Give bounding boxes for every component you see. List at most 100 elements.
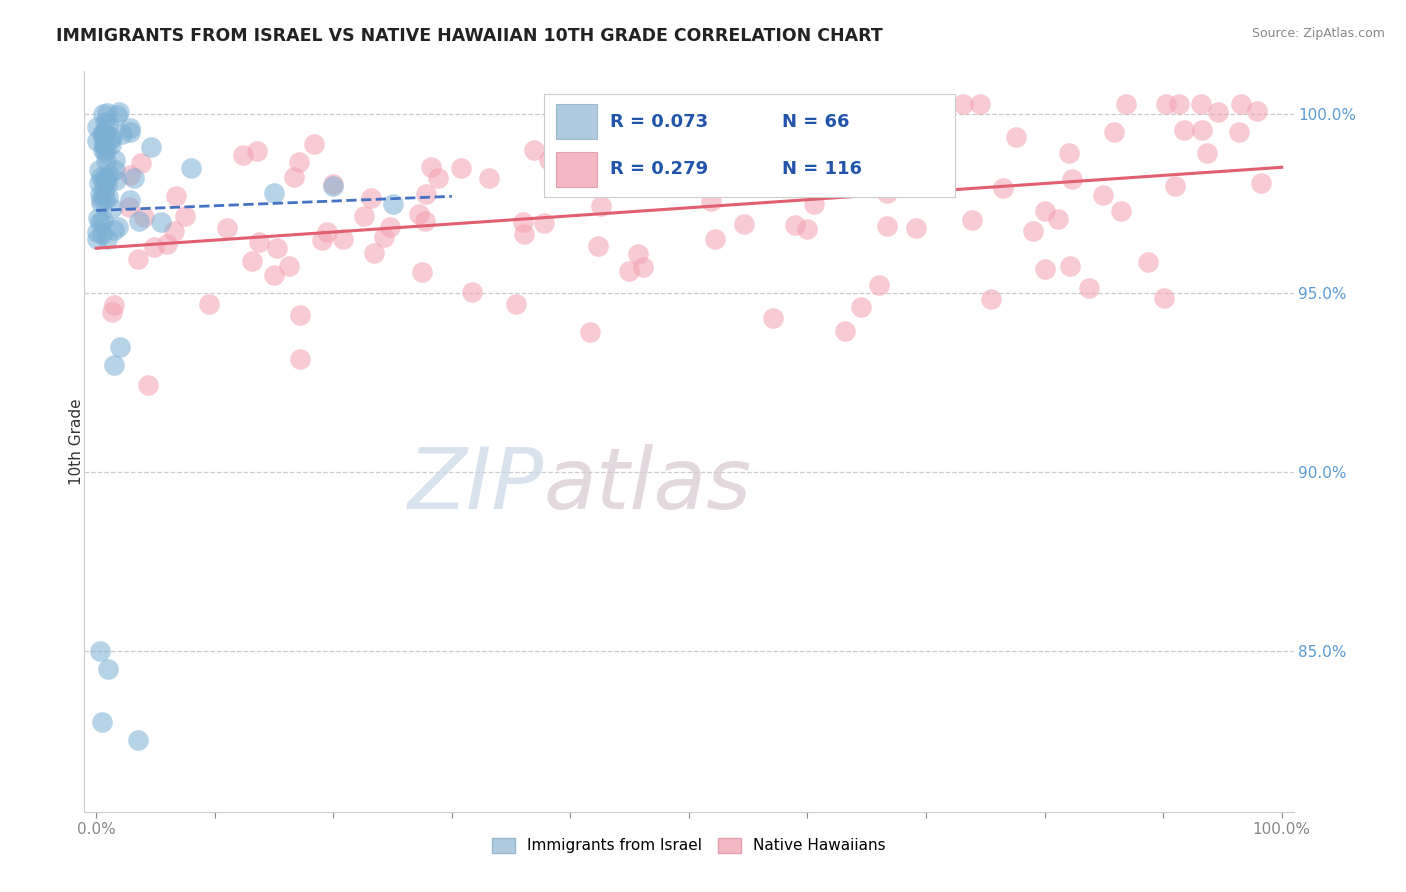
Point [699,194,721,209]
Point [139,140,162,154]
Point [89,163,111,178]
Point [860,166,883,180]
Point [91,129,114,144]
Point [606,140,628,154]
Point [1035,261,1057,276]
Point [120,193,142,207]
Point [94,142,117,156]
Point [87,211,110,225]
Legend: Immigrants from Israel, Native Hawaiians: Immigrants from Israel, Native Hawaiians [486,831,891,860]
Point [127,252,149,267]
Point [96,178,118,192]
Point [108,340,131,354]
Point [90,169,112,184]
Point [105,108,128,122]
Y-axis label: 10th Grade: 10th Grade [69,398,83,485]
Point [94,127,117,141]
Point [800,153,823,168]
Point [408,207,430,221]
Point [980,293,1002,307]
Point [288,309,311,323]
Point [1164,179,1187,194]
Point [90,192,112,206]
Point [589,199,612,213]
Point [378,220,401,235]
Point [263,186,285,200]
Text: atlas: atlas [544,444,752,527]
Point [1035,203,1057,218]
Point [1091,188,1114,202]
Point [98,168,121,182]
Point [111,127,134,141]
Point [94,169,117,184]
Point [512,215,534,229]
Point [93,185,115,199]
Point [101,202,124,216]
Point [322,178,344,192]
Point [523,143,546,157]
Point [537,153,560,167]
Point [89,215,111,229]
Point [952,97,974,112]
Point [100,132,122,146]
Point [419,160,441,174]
Point [513,227,536,241]
Point [617,264,640,278]
Point [415,187,437,202]
Point [780,179,803,194]
Point [478,170,501,185]
Point [86,120,108,135]
Point [733,217,755,231]
Point [322,178,344,193]
Point [91,213,114,227]
Point [97,117,120,131]
Point [311,233,333,247]
Point [90,227,112,241]
Point [785,218,807,232]
Point [232,148,254,162]
Point [579,325,602,339]
Point [91,715,114,730]
Point [163,224,186,238]
Point [1115,96,1137,111]
Point [302,137,325,152]
Point [118,168,141,182]
Point [150,214,173,228]
Point [631,143,654,157]
Point [676,156,699,170]
Point [96,106,118,120]
Point [156,236,179,251]
Point [991,181,1014,195]
Point [1206,104,1229,119]
Point [97,662,120,676]
Point [353,209,375,223]
Point [86,232,108,246]
Point [94,154,117,169]
Point [263,268,285,283]
Point [103,223,125,237]
Text: Source: ZipAtlas.com: Source: ZipAtlas.com [1251,27,1385,40]
Point [283,169,305,184]
Point [91,107,114,121]
Point [931,172,953,186]
Point [94,145,117,160]
Point [373,229,395,244]
Point [103,298,125,312]
Point [247,235,270,249]
Point [1197,145,1219,160]
Text: IMMIGRANTS FROM ISRAEL VS NATIVE HAWAIIAN 10TH GRADE CORRELATION CHART: IMMIGRANTS FROM ISRAEL VS NATIVE HAWAIIA… [56,27,883,45]
Point [363,245,385,260]
Point [288,352,311,367]
Point [969,96,991,111]
Point [89,186,111,201]
Point [93,138,115,153]
Point [131,156,153,170]
Point [723,132,745,146]
Point [1057,145,1080,160]
Point [100,304,122,318]
Point [246,145,269,159]
Point [1154,96,1177,111]
Point [1047,212,1070,227]
Point [103,163,125,178]
Point [1173,123,1195,137]
